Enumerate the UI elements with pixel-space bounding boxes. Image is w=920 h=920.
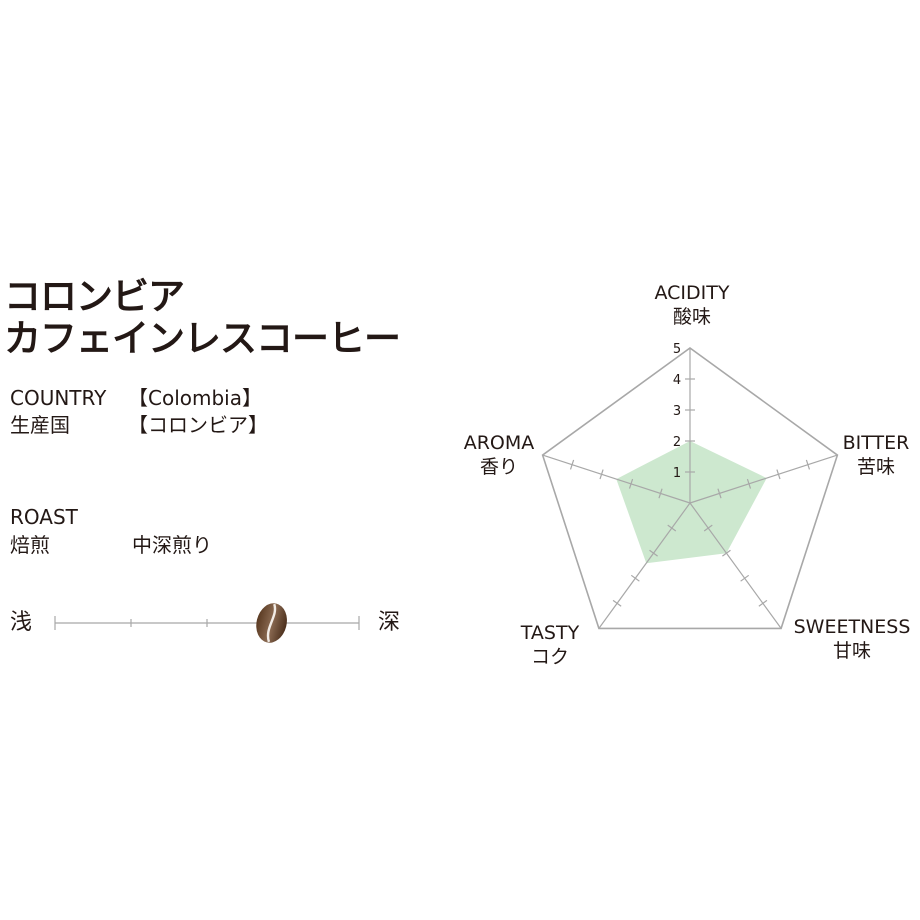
- radar-axis-tick: [758, 599, 768, 607]
- radar-axis-tick: [630, 574, 640, 582]
- roast-scale-light-label: 浅: [10, 610, 33, 635]
- axis-label-aroma: AROMA 香り: [452, 431, 546, 479]
- country-value-jp: 【コロンビア】: [128, 413, 268, 437]
- radar-tick-labels: 1 2 3 4 5: [673, 342, 681, 481]
- product-title-line1: コロンビア: [4, 275, 185, 318]
- axis-label-tasty-jp: コク: [530, 646, 569, 668]
- axis-label-acidity: ACIDITY 酸味: [630, 281, 754, 329]
- axis-label-tasty: TASTY コク: [508, 621, 592, 669]
- axis-label-sweetness-en: SWEETNESS: [793, 616, 911, 638]
- radar-axis-tick: [740, 574, 750, 582]
- roast-label-jp: 焙煎: [10, 533, 50, 557]
- radar-axis-tick: [805, 459, 811, 470]
- radar-tick-label: 5: [673, 342, 681, 357]
- product-title: コロンビア カフェインレスコーヒー: [4, 275, 401, 360]
- radar-axis-tick: [569, 459, 575, 470]
- radar-axis-tick: [746, 478, 752, 489]
- radar-axis-tick: [776, 469, 781, 480]
- country-label-jp: 生産国: [10, 413, 70, 437]
- axis-label-acidity-jp: 酸味: [672, 306, 711, 328]
- radar-grid: [541, 347, 839, 630]
- axis-label-sweetness: SWEETNESS 甘味: [788, 615, 916, 663]
- radar-axis-tick: [722, 549, 731, 557]
- radar-axis-tick: [649, 549, 658, 557]
- radar-axis-tick: [612, 599, 622, 607]
- radar-axis-tick: [599, 469, 604, 480]
- radar-tick-label: 1: [673, 466, 681, 481]
- radar-axis-tick: [667, 524, 677, 532]
- radar-axis-tick: [703, 524, 713, 532]
- axis-label-acidity-en: ACIDITY: [654, 282, 730, 304]
- radar-axis-bitter: [689, 454, 838, 504]
- axis-label-tasty-en: TASTY: [520, 622, 580, 644]
- radar-axis-aroma: [542, 454, 691, 504]
- axis-label-bitter-jp: 苦味: [856, 456, 895, 478]
- radar-tick-label: 2: [673, 435, 681, 450]
- product-title-line2: カフェインレスコーヒー: [4, 317, 401, 360]
- radar-tick-label: 4: [673, 373, 681, 388]
- radar-tick-label: 3: [673, 404, 681, 419]
- axis-label-aroma-jp: 香り: [479, 456, 518, 478]
- radar-axis-tick: [717, 488, 722, 499]
- radar-axis-tick: [628, 478, 634, 489]
- roast-value: 中深煎り: [132, 533, 212, 557]
- roast-label-en: ROAST: [10, 505, 78, 529]
- axis-label-sweetness-jp: 甘味: [832, 640, 871, 662]
- country-label-en: COUNTRY: [10, 386, 107, 410]
- radar-axes: [542, 348, 838, 629]
- axis-label-bitter: BITTER 苦味: [834, 431, 918, 479]
- axis-label-aroma-en: AROMA: [463, 432, 535, 454]
- radar-axis-tasty: [598, 502, 691, 629]
- radar-outer-pentagon: [541, 347, 839, 630]
- axis-label-bitter-en: BITTER: [842, 432, 910, 454]
- coffee-bean-icon: [256, 603, 287, 643]
- country-value-en: 【Colombia】: [128, 386, 262, 410]
- radar-axis-sweetness: [689, 502, 782, 629]
- radar-axis-tick: [658, 488, 663, 499]
- roast-scale-dark-label: 深: [378, 610, 401, 635]
